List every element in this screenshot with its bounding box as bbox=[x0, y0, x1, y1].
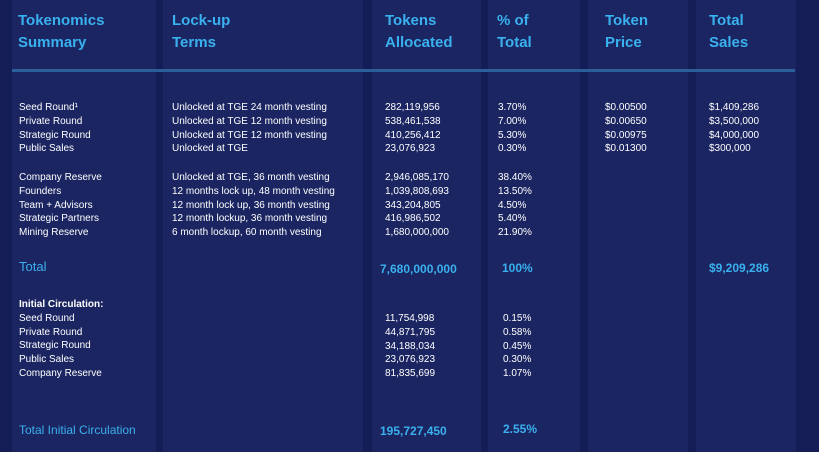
list-item: 1.07% bbox=[503, 368, 532, 380]
list-item: 2,946,085,170 bbox=[385, 172, 449, 183]
list-item: 34,188,034 bbox=[385, 340, 436, 352]
list-item: $1,409,286 bbox=[709, 102, 760, 113]
header-percent-total: % of Total bbox=[497, 12, 532, 51]
sale-rounds-tokens: 282,119,956 538,461,538 410,256,412 23,0… bbox=[385, 101, 441, 156]
total-percent: 100% bbox=[502, 261, 533, 275]
list-item: Strategic Partners bbox=[19, 213, 100, 225]
list-item: 1,680,000,000 bbox=[385, 227, 449, 239]
list-item: 3.70% bbox=[498, 102, 527, 113]
list-item: Company Reserve bbox=[19, 367, 102, 379]
list-item: 410,256,412 bbox=[385, 129, 441, 141]
list-item: 5.40% bbox=[498, 213, 527, 225]
list-item: Unlocked at TGE, 36 month vesting bbox=[172, 172, 330, 183]
total-initial-circulation-tokens: 195,727,450 bbox=[380, 424, 447, 438]
header-divider bbox=[12, 69, 795, 72]
list-item: Unlocked at TGE bbox=[172, 143, 248, 155]
column-band-summary bbox=[12, 0, 156, 452]
list-item: 0.30% bbox=[498, 143, 527, 155]
list-item: Seed Round bbox=[19, 312, 75, 324]
list-item: Unlocked at TGE 12 month vesting bbox=[172, 115, 327, 127]
list-item: 0.45% bbox=[503, 340, 532, 352]
total-initial-circulation-label: Total Initial Circulation bbox=[19, 423, 136, 437]
sale-rounds-sales: $1,409,286 $3,500,000 $4,000,000 $300,00… bbox=[709, 101, 759, 156]
column-band-tokens bbox=[372, 0, 481, 452]
column-band-price bbox=[588, 0, 688, 452]
list-item: Public Sales bbox=[19, 143, 75, 155]
list-item: 81,835,699 bbox=[385, 368, 436, 380]
reserves-tokens: 2,946,085,170 1,039,808,693 343,204,805 … bbox=[385, 171, 449, 240]
reserves-names: Company Reserve Founders Team + Advisors… bbox=[19, 171, 102, 240]
header-tokens-allocated: Tokens Allocated bbox=[385, 12, 453, 51]
list-item: 21.90% bbox=[498, 227, 532, 239]
list-item: 416,986,502 bbox=[385, 213, 441, 225]
list-item: 1,039,808,693 bbox=[385, 185, 449, 197]
sale-rounds-price: $0.00500 $0.00650 $0.00975 $0.01300 bbox=[605, 101, 647, 156]
list-item: 538,461,538 bbox=[385, 115, 441, 127]
sale-rounds-terms: Unlocked at TGE 24 month vesting Unlocke… bbox=[172, 101, 327, 156]
list-item: 7.00% bbox=[498, 115, 527, 127]
list-item: Company Reserve bbox=[19, 172, 102, 183]
column-band-percent bbox=[488, 0, 580, 452]
list-item: 12 month lock up, 36 month vesting bbox=[172, 199, 330, 211]
list-item: 44,871,795 bbox=[385, 326, 436, 338]
list-item: 12 month lockup, 36 month vesting bbox=[172, 213, 328, 225]
list-item: Team + Advisors bbox=[19, 199, 93, 211]
list-item: $300,000 bbox=[709, 143, 751, 155]
list-item: Private Round bbox=[19, 115, 83, 127]
reserves-percent: 38.40% 13.50% 4.50% 5.40% 21.90% bbox=[498, 171, 532, 240]
total-tokens: 7,680,000,000 bbox=[380, 262, 457, 276]
initial-circulation-names: Initial Circulation: Seed Round Private … bbox=[19, 298, 103, 381]
initial-circulation-tokens: 11,754,998 44,871,795 34,188,034 23,076,… bbox=[385, 312, 435, 381]
initial-circulation-heading: Initial Circulation: bbox=[19, 299, 104, 310]
list-item: Mining Reserve bbox=[19, 227, 89, 239]
total-initial-circulation-percent: 2.55% bbox=[503, 422, 538, 436]
header-lockup-terms: Lock-up Terms bbox=[172, 12, 231, 51]
list-item: 5.30% bbox=[498, 129, 527, 141]
header-token-price: Token Price bbox=[605, 12, 649, 51]
initial-circulation-percent: 0.15% 0.58% 0.45% 0.30% 1.07% bbox=[503, 312, 531, 381]
column-band-sales bbox=[696, 0, 796, 452]
list-item: Strategic Round bbox=[19, 129, 91, 141]
list-item: 23,076,923 bbox=[385, 354, 436, 366]
list-item: 0.15% bbox=[503, 313, 532, 324]
header-summary: Tokenomics Summary bbox=[18, 12, 105, 51]
list-item: Strategic Round bbox=[19, 340, 91, 352]
header-total-sales: Total Sales bbox=[709, 12, 749, 51]
list-item: Unlocked at TGE 24 month vesting bbox=[172, 102, 327, 113]
list-item: Private Round bbox=[19, 326, 83, 338]
list-item: 343,204,805 bbox=[385, 199, 441, 211]
sale-rounds-percent: 3.70% 7.00% 5.30% 0.30% bbox=[498, 101, 526, 156]
list-item: $0.00975 bbox=[605, 129, 647, 141]
list-item: 38.40% bbox=[498, 172, 532, 183]
list-item: 0.58% bbox=[503, 326, 532, 338]
list-item: 23,076,923 bbox=[385, 143, 436, 155]
list-item: 6 month lockup, 60 month vesting bbox=[172, 227, 322, 239]
list-item: $0.01300 bbox=[605, 143, 647, 155]
reserves-terms: Unlocked at TGE, 36 month vesting 12 mon… bbox=[172, 171, 335, 240]
list-item: 4.50% bbox=[498, 199, 527, 211]
list-item: Founders bbox=[19, 185, 62, 197]
list-item: 13.50% bbox=[498, 185, 532, 197]
list-item: 282,119,956 bbox=[385, 102, 440, 113]
list-item: $0.00500 bbox=[605, 102, 647, 113]
list-item: 11,754,998 bbox=[385, 313, 435, 324]
list-item: 0.30% bbox=[503, 354, 532, 366]
list-item: $0.00650 bbox=[605, 115, 647, 127]
column-band-lockup bbox=[163, 0, 363, 452]
list-item: $3,500,000 bbox=[709, 115, 760, 127]
list-item: $4,000,000 bbox=[709, 129, 760, 141]
list-item: Public Sales bbox=[19, 354, 75, 366]
list-item: 12 months lock up, 48 month vesting bbox=[172, 185, 335, 197]
sale-rounds-names: Seed Round¹ Private Round Strategic Roun… bbox=[19, 101, 91, 156]
list-item: Unlocked at TGE 12 month vesting bbox=[172, 129, 327, 141]
total-label: Total bbox=[19, 259, 47, 274]
total-sales: $9,209,286 bbox=[709, 261, 770, 275]
list-item: Seed Round¹ bbox=[19, 102, 78, 113]
